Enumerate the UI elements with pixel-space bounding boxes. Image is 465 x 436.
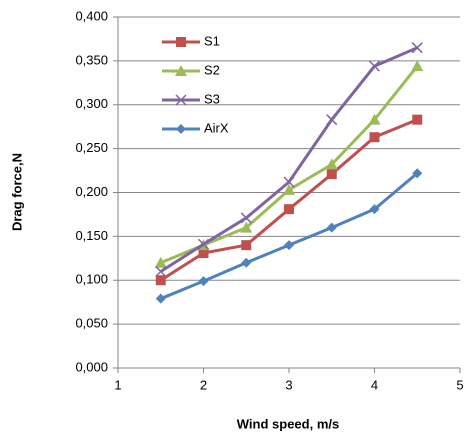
legend-label: AirX	[204, 120, 229, 135]
y-tick-label: 0,350	[75, 52, 108, 67]
marker	[284, 240, 294, 251]
marker	[197, 238, 210, 250]
y-tick-label: 0,050	[75, 316, 108, 331]
series-line	[160, 65, 419, 265]
y-tick-label: 0,150	[75, 228, 108, 243]
marker	[155, 265, 167, 278]
marker	[176, 124, 186, 134]
marker	[412, 114, 423, 125]
marker	[154, 256, 167, 268]
y-tick-label: 0,200	[75, 184, 108, 199]
marker	[326, 222, 337, 233]
marker	[283, 176, 295, 188]
marker	[326, 169, 337, 180]
marker	[155, 293, 166, 304]
y-tick-label: 0,000	[75, 359, 108, 374]
y-axis-title: Drag force,N	[9, 153, 24, 231]
y-tick-label: 0,250	[75, 140, 108, 155]
marker	[369, 132, 380, 143]
x-tick-label: 1	[114, 377, 121, 392]
marker	[368, 113, 381, 125]
marker	[240, 212, 252, 224]
y-tick-label: 0,400	[75, 8, 108, 23]
marker	[240, 221, 253, 233]
legend-label: S3	[204, 91, 220, 106]
x-tick-label: 4	[371, 377, 378, 392]
marker	[175, 65, 187, 76]
legend-label: S1	[204, 33, 220, 48]
legend-label: S2	[204, 62, 220, 77]
marker	[198, 248, 209, 259]
x-tick-label: 5	[456, 377, 463, 392]
x-axis-title: Wind speed, m/s	[237, 416, 339, 431]
y-tick-label: 0,300	[75, 96, 108, 111]
marker	[175, 94, 187, 106]
series-line	[159, 46, 418, 273]
marker	[155, 275, 166, 286]
x-tick-label: 3	[285, 377, 292, 392]
marker	[411, 42, 423, 54]
marker	[198, 276, 209, 287]
marker	[412, 168, 423, 179]
marker	[176, 37, 186, 47]
marker	[368, 60, 381, 72]
marker	[325, 158, 338, 170]
marker	[411, 60, 424, 72]
marker	[283, 183, 295, 195]
marker	[241, 257, 252, 268]
x-tick-label: 2	[200, 377, 207, 392]
marker	[241, 240, 252, 251]
marker	[284, 204, 294, 215]
marker	[326, 114, 338, 126]
marker	[369, 204, 380, 215]
y-tick-label: 0,100	[75, 272, 108, 287]
